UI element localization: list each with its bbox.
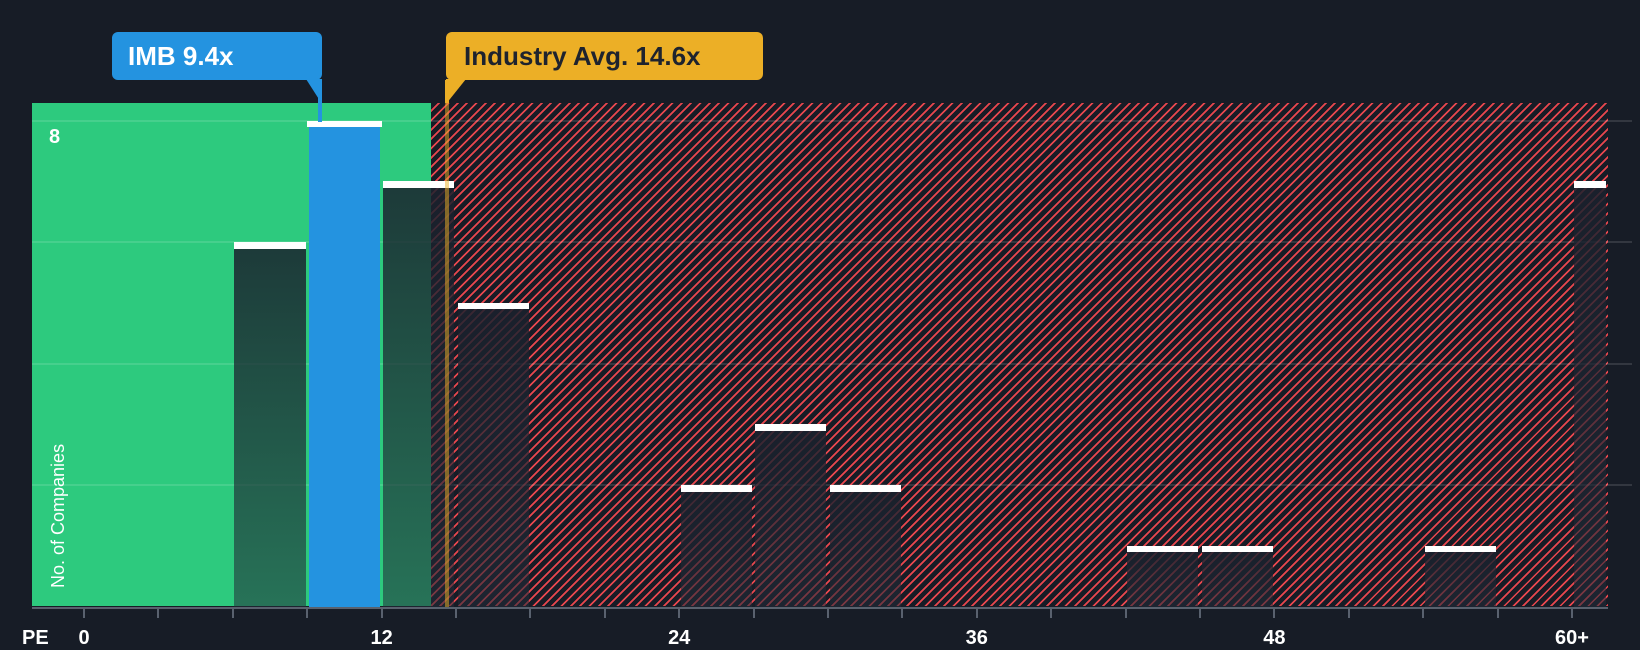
histogram-bar-30-33-cap bbox=[829, 485, 901, 492]
histogram-bar-24-27[interactable] bbox=[680, 490, 753, 607]
x-tick-24 bbox=[678, 609, 681, 618]
company-pe-tooltip: IMB 9.4x bbox=[112, 32, 322, 80]
histogram-bar-15-18[interactable] bbox=[457, 307, 529, 607]
company-bar[interactable] bbox=[308, 125, 381, 607]
x-tick-30 bbox=[827, 609, 829, 618]
x-tick-36 bbox=[975, 609, 978, 618]
x-tick-label-60plus: 60+ bbox=[1555, 627, 1589, 649]
x-axis-title: PE bbox=[22, 627, 49, 649]
x-tick-15 bbox=[455, 609, 457, 618]
x-tick-51 bbox=[1347, 609, 1350, 618]
industry-avg-tooltip-label: Industry Avg. 14.6x bbox=[464, 41, 701, 71]
histogram-bar-42-45[interactable] bbox=[1127, 550, 1199, 607]
x-tick-6 bbox=[231, 609, 234, 618]
x-tick-45 bbox=[1199, 609, 1201, 618]
histogram-bar-6-9-cap bbox=[234, 242, 306, 249]
histogram-bar-54-57-cap bbox=[1424, 545, 1497, 553]
x-tick-42 bbox=[1124, 609, 1127, 618]
x-tick-18 bbox=[529, 609, 532, 618]
histogram-bar-27-30[interactable] bbox=[755, 429, 827, 607]
industry-avg-line bbox=[444, 103, 449, 607]
y-axis-title: No. of Companies bbox=[48, 443, 68, 588]
x-tick-12 bbox=[380, 609, 383, 618]
x-tick-label-36: 36 bbox=[965, 627, 988, 649]
x-tick-27 bbox=[752, 609, 755, 618]
company-bar-cap bbox=[306, 120, 383, 127]
industry-avg-tooltip-pointer bbox=[446, 79, 466, 104]
x-tick-label-24: 24 bbox=[668, 627, 691, 649]
x-tick-60 bbox=[1571, 609, 1573, 618]
company-marker-stem bbox=[318, 80, 322, 122]
y-axis-top-tick-label: 8 bbox=[49, 126, 61, 148]
histogram-bar-45-48-cap bbox=[1201, 545, 1273, 553]
above-industry-average-region bbox=[431, 103, 1608, 606]
x-axis-line bbox=[32, 607, 1608, 609]
company-pe-tooltip-label: IMB 9.4x bbox=[128, 41, 234, 71]
y-gridline-8 bbox=[32, 119, 1632, 122]
histogram-bar-30-33[interactable] bbox=[829, 490, 901, 607]
x-tick-label-12: 12 bbox=[370, 627, 393, 649]
industry-avg-tooltip: Industry Avg. 14.6x bbox=[446, 32, 763, 80]
histogram-bar-45-48[interactable] bbox=[1201, 550, 1273, 607]
x-tick-48 bbox=[1273, 609, 1276, 618]
histogram-bar-42-45-cap bbox=[1127, 545, 1199, 553]
histogram-bar-27-30-cap bbox=[755, 424, 827, 431]
x-tick-3 bbox=[157, 609, 160, 618]
y-gridline-6 bbox=[32, 241, 1632, 243]
x-tick-9 bbox=[306, 609, 309, 618]
x-tick-54 bbox=[1422, 609, 1425, 618]
x-tick-label-0: 0 bbox=[78, 627, 90, 649]
x-tick-21 bbox=[603, 609, 606, 618]
histogram-bar-54-57[interactable] bbox=[1424, 550, 1497, 607]
x-tick-33 bbox=[901, 609, 904, 618]
x-tick-57 bbox=[1496, 609, 1499, 618]
y-gridline-4 bbox=[32, 362, 1632, 365]
x-tick-0 bbox=[83, 609, 85, 618]
x-tick-label-48: 48 bbox=[1263, 627, 1286, 649]
histogram-bar-60+[interactable] bbox=[1573, 186, 1607, 607]
company-tooltip-pointer bbox=[306, 79, 322, 104]
histogram-bar-15-18-cap bbox=[457, 302, 529, 310]
histogram-bar-60+-cap bbox=[1573, 181, 1607, 188]
histogram-bar-24-27-cap bbox=[680, 485, 753, 492]
histogram-bar-12-15-cap bbox=[383, 181, 455, 188]
histogram-bar-12-15[interactable] bbox=[383, 186, 455, 607]
x-tick-39 bbox=[1050, 609, 1053, 618]
histogram-bar-6-9[interactable] bbox=[234, 247, 306, 607]
